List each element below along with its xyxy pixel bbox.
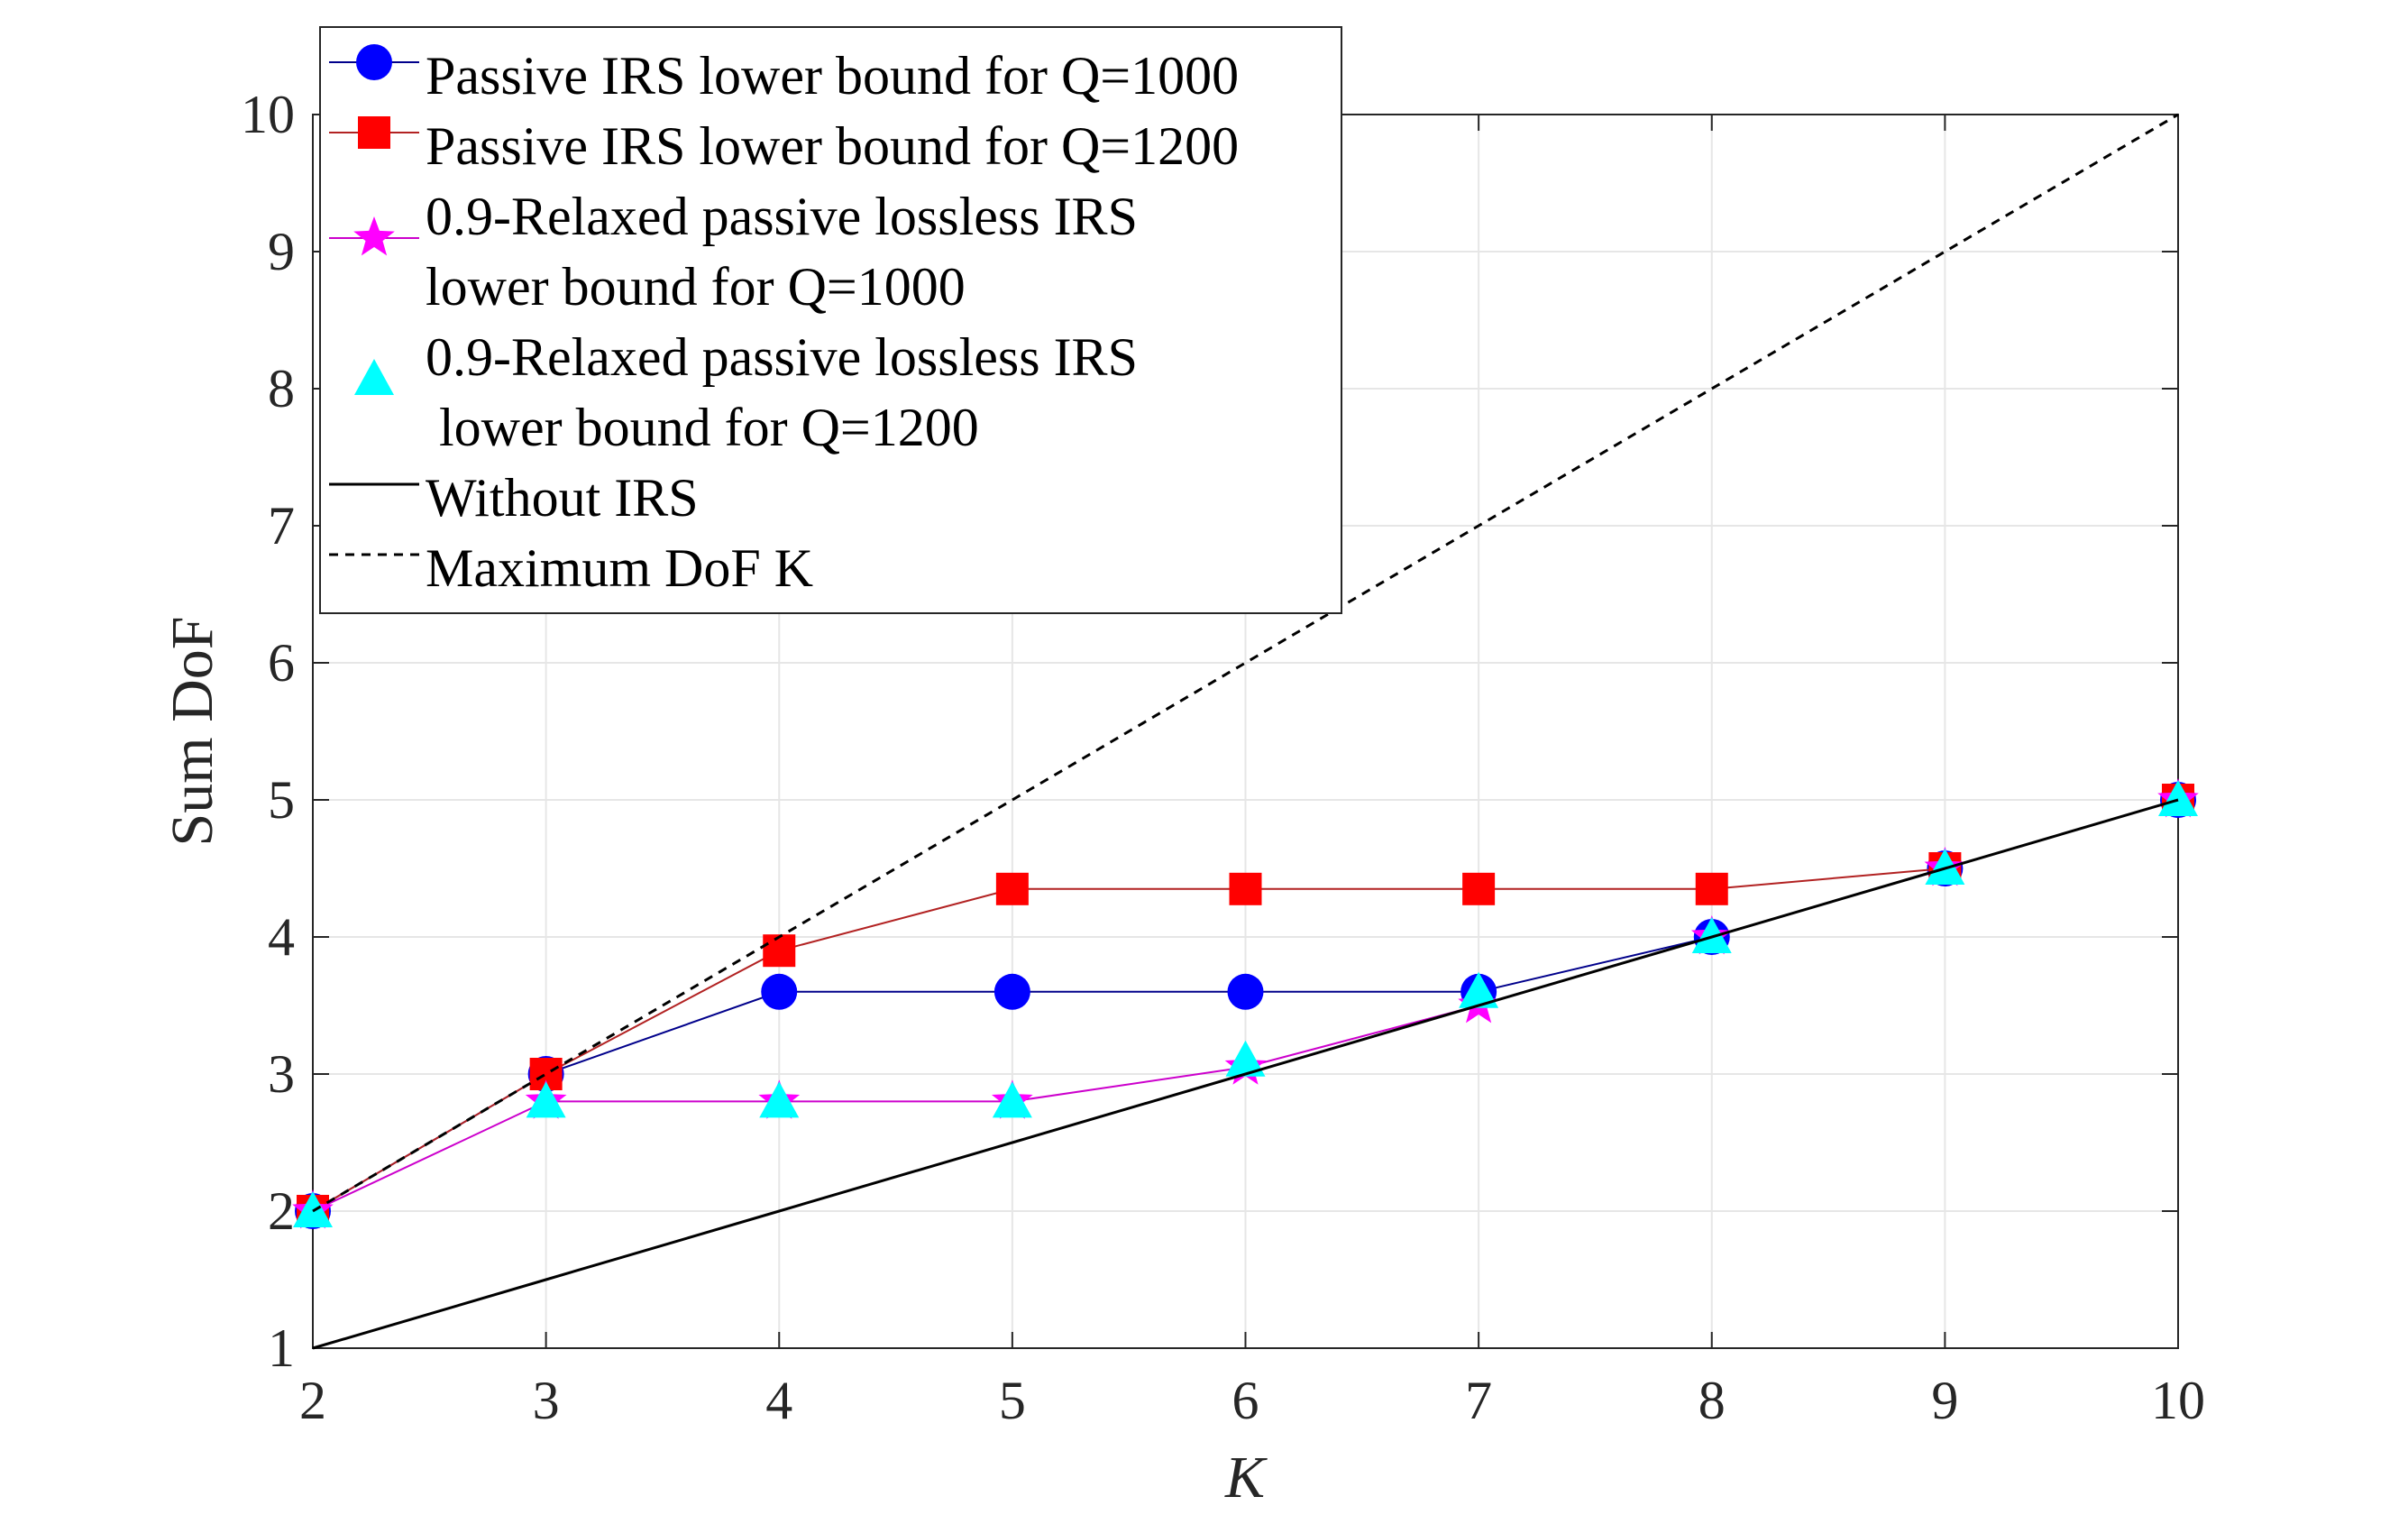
series-group bbox=[292, 113, 2199, 1350]
data-point-marker bbox=[995, 872, 1029, 905]
legend-label: 0.9-Relaxed passive lossless IRS bbox=[426, 187, 1138, 246]
legend-marker bbox=[358, 116, 390, 149]
data-point-marker bbox=[1462, 872, 1496, 905]
y-tick-label: 5 bbox=[268, 770, 295, 830]
data-point-marker bbox=[993, 973, 1030, 1010]
y-tick-label: 7 bbox=[268, 496, 295, 556]
x-tick-label: 9 bbox=[1931, 1371, 1958, 1430]
x-axis-label: K bbox=[1224, 1445, 1268, 1510]
x-tick-label: 7 bbox=[1465, 1371, 1492, 1430]
data-point-marker bbox=[1691, 917, 1732, 953]
y-tick-label: 3 bbox=[268, 1044, 295, 1104]
data-point-marker bbox=[992, 1081, 1032, 1118]
series-6 bbox=[312, 113, 2179, 1213]
y-tick-label: 1 bbox=[268, 1318, 295, 1378]
legend-marker bbox=[353, 216, 395, 256]
series-line bbox=[312, 113, 2179, 1213]
legend-entry-3: 0.9-Relaxed passive lossless IRS lower bo… bbox=[329, 187, 1138, 317]
x-tick-label: 4 bbox=[765, 1371, 792, 1430]
data-point-marker bbox=[761, 973, 798, 1010]
legend-label: Without IRS bbox=[426, 468, 699, 528]
data-point-marker bbox=[1925, 849, 1965, 885]
legend-marker bbox=[354, 359, 394, 395]
legend-label: lower bound for Q=1000 bbox=[426, 257, 966, 317]
x-tick-label: 3 bbox=[533, 1371, 560, 1430]
data-point-marker bbox=[2158, 780, 2198, 816]
series-2 bbox=[297, 784, 2194, 1227]
legend-label: 0.9-Relaxed passive lossless IRS bbox=[426, 327, 1138, 387]
legend-entry-1: Passive IRS lower bound for Q=1000 bbox=[329, 44, 1239, 106]
series-5 bbox=[312, 798, 2179, 1350]
legend-label: Passive IRS lower bound for Q=1200 bbox=[426, 116, 1239, 176]
legend-marker bbox=[356, 44, 392, 80]
legend-entry-2: Passive IRS lower bound for Q=1200 bbox=[329, 116, 1239, 176]
y-tick-label: 4 bbox=[268, 907, 295, 967]
data-point-marker bbox=[1695, 872, 1728, 905]
data-point-marker bbox=[293, 1191, 333, 1227]
data-point-marker bbox=[1459, 971, 1499, 1008]
x-tick-label: 10 bbox=[2151, 1371, 2205, 1430]
legend-label: lower bound for Q=1200 bbox=[426, 398, 979, 457]
y-tick-label: 6 bbox=[268, 633, 295, 693]
series-line bbox=[312, 798, 2179, 1350]
x-tick-label: 2 bbox=[299, 1371, 326, 1430]
legend: Passive IRS lower bound for Q=1000 Passiv… bbox=[319, 26, 1342, 614]
x-tick-label: 8 bbox=[1698, 1371, 1726, 1430]
legend-label: Passive IRS lower bound for Q=1000 bbox=[426, 46, 1239, 106]
data-point-marker bbox=[1229, 872, 1262, 905]
series-4 bbox=[293, 780, 2198, 1227]
legend-entry-6: Maximum DoF K bbox=[329, 538, 813, 598]
y-tick-label: 8 bbox=[268, 359, 295, 418]
y-axis-label: Sum DoF bbox=[160, 617, 225, 847]
legend-entry-4: 0.9-Relaxed passive lossless IRS lower b… bbox=[354, 327, 1138, 457]
x-tick-label: 6 bbox=[1232, 1371, 1259, 1430]
data-point-marker bbox=[1225, 1040, 1266, 1077]
data-point-marker bbox=[763, 934, 796, 968]
y-tick-label: 9 bbox=[268, 222, 295, 281]
y-tick-label: 10 bbox=[241, 85, 295, 144]
x-tick-label: 5 bbox=[999, 1371, 1026, 1430]
data-point-marker bbox=[759, 1081, 800, 1118]
legend-box bbox=[319, 26, 1342, 614]
y-tick-label: 2 bbox=[268, 1181, 295, 1241]
data-point-marker bbox=[526, 1081, 566, 1118]
data-point-marker bbox=[1227, 973, 1264, 1010]
legend-entry-5: Without IRS bbox=[329, 468, 699, 528]
legend-label: Maximum DoF K bbox=[426, 538, 813, 598]
